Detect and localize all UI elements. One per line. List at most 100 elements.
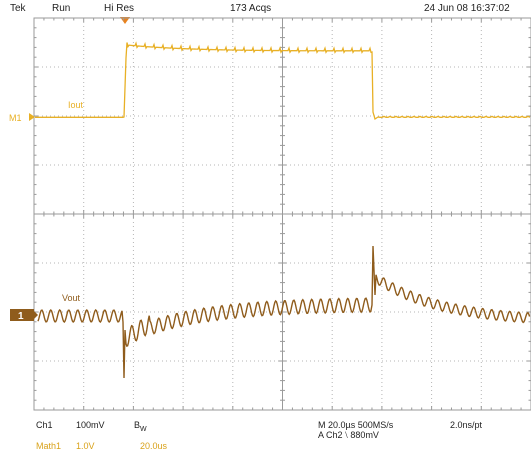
grid-dot [182, 246, 184, 247]
grid-dot [83, 22, 85, 23]
grid-dot [362, 262, 363, 264]
grid-dot [462, 262, 463, 264]
grid-dot [182, 110, 184, 111]
grid-dot [470, 115, 471, 117]
grid-dot [82, 164, 83, 166]
grid-dot [182, 302, 184, 303]
grid-dot [62, 164, 63, 166]
grid-dot [450, 262, 451, 264]
grid-dot [381, 402, 383, 403]
grid-dot [342, 115, 343, 117]
grid-dot [232, 178, 234, 179]
grid-dot [442, 66, 443, 68]
grid-dot [110, 360, 111, 362]
grid-dot [338, 164, 339, 166]
grid-dot [54, 164, 55, 166]
grid-dot [381, 130, 383, 131]
grid-dot [331, 126, 333, 127]
grid-dot [182, 311, 183, 313]
grid-dot [431, 246, 433, 247]
grid-dot [354, 311, 355, 313]
grid-dot [410, 262, 411, 264]
grid-dot [381, 86, 383, 87]
grid-dot [502, 164, 503, 166]
grid-dot [331, 186, 333, 187]
grid-dot [90, 115, 91, 117]
grid-dot [83, 110, 85, 111]
grid-dot [382, 262, 383, 264]
grid-dot [234, 66, 235, 68]
grid-dot [362, 311, 363, 313]
grid-dot [438, 164, 439, 166]
grid-dot [132, 86, 134, 87]
grid-dot [330, 115, 331, 117]
grid-dot [146, 66, 147, 68]
grid-dot [454, 360, 455, 362]
grid-dot [132, 62, 134, 63]
grid-dot [182, 26, 184, 27]
grid-dot [431, 354, 433, 355]
grid-dot [232, 386, 234, 387]
grid-dot [230, 262, 231, 264]
grid-dot [132, 322, 134, 323]
grid-dot [480, 146, 482, 147]
grid-dot [242, 66, 243, 68]
grid-dot [406, 262, 407, 264]
grid-dot [480, 42, 482, 43]
grid-dot [431, 30, 433, 31]
grid-dot [254, 360, 255, 362]
grid-dot [486, 262, 487, 264]
grid-dot [114, 360, 115, 362]
grid-dot [146, 360, 147, 362]
grid-dot [158, 311, 159, 313]
grid-dot [132, 34, 134, 35]
grid-dot [331, 354, 333, 355]
grid-dot [182, 166, 184, 167]
grid-dot [132, 358, 134, 359]
grid-dot [83, 354, 85, 355]
grid-dot [258, 66, 259, 68]
grid-dot [232, 142, 234, 143]
grid-dot [398, 311, 399, 313]
grid-dot [480, 130, 482, 131]
grid-dot [210, 115, 211, 117]
vout-trace-label: Vout [62, 293, 81, 303]
grid-dot [314, 66, 315, 68]
grid-dot [174, 164, 175, 166]
grid-dot [318, 360, 319, 362]
grid-dot [182, 238, 184, 239]
grid-dot [482, 66, 483, 68]
grid-dot [431, 46, 433, 47]
trigger-settings: A Ch2 ⧵ 880mV [318, 430, 379, 440]
grid-dot [381, 382, 383, 383]
grid-dot [270, 66, 271, 68]
grid-dot [83, 126, 85, 127]
grid-dot [182, 150, 184, 151]
ch1-marker-arrow [34, 311, 38, 319]
grid-dot [234, 311, 235, 313]
grid-dot [331, 174, 333, 175]
grid-dot [480, 366, 482, 367]
grid-dot [431, 106, 433, 107]
grid-dot [83, 286, 85, 287]
grid-dot [250, 311, 251, 313]
grid-dot [431, 290, 433, 291]
grid-dot [374, 262, 375, 264]
grid-dot [198, 311, 199, 313]
grid-dot [166, 360, 167, 362]
grid-dot [232, 390, 234, 391]
grid-dot [46, 115, 47, 117]
grid-dot [466, 311, 467, 313]
grid-dot [130, 311, 131, 313]
grid-dot [154, 115, 155, 117]
grid-dot [182, 164, 183, 166]
grid-dot [381, 78, 383, 79]
grid-dot [431, 110, 433, 111]
grid-dot [222, 115, 223, 117]
grid-dot [331, 194, 333, 195]
grid-dot [122, 360, 123, 362]
grid-dot [130, 360, 131, 362]
grid-dot [182, 306, 184, 307]
grid-dot [132, 370, 134, 371]
